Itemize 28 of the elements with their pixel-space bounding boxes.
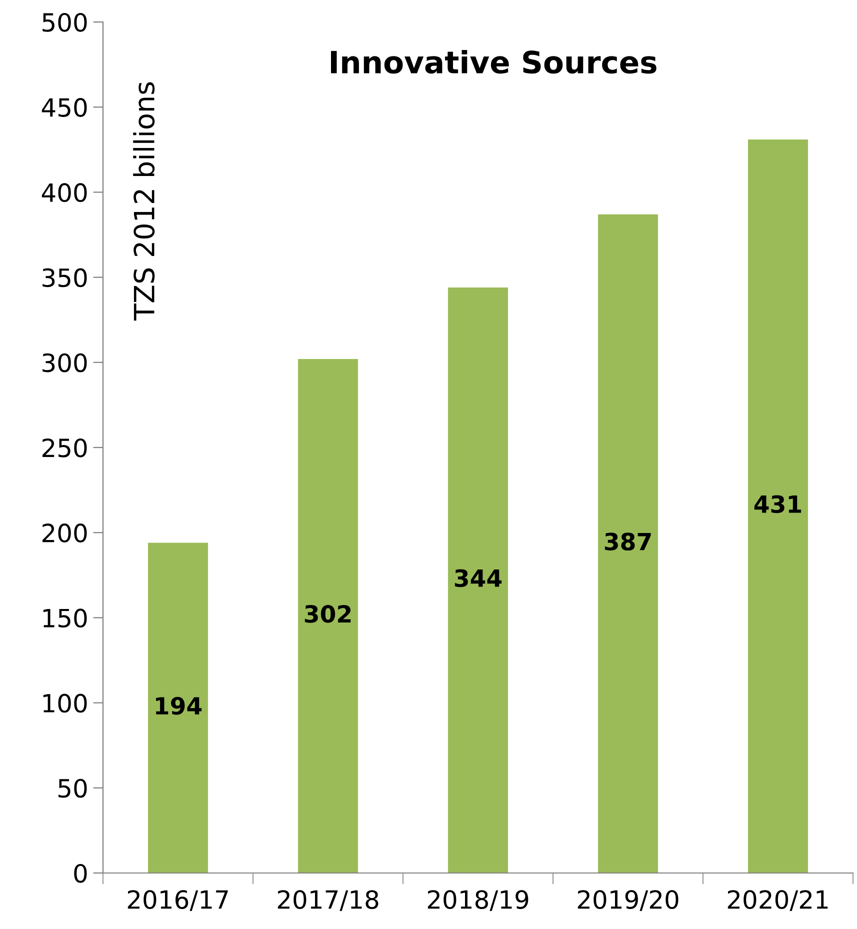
y-tick-label: 150: [43, 608, 87, 628]
x-tick-label: 2016/17: [128, 890, 228, 911]
y-tick-label: 400: [42, 183, 87, 202]
x-tick-label: 2018/19: [428, 890, 528, 911]
text: Innovative Sources: [331, 50, 656, 74]
data-label: 194: [156, 696, 202, 715]
y-tick-label: 350: [42, 268, 87, 288]
y-axis-title: TZS 2012 billions: [133, 82, 155, 321]
bar: [598, 214, 658, 873]
bar: [148, 542, 208, 873]
data-label: 344: [454, 569, 502, 588]
x-tick-label: 2020/21: [728, 890, 828, 911]
bar: [298, 358, 358, 873]
data-label: 302: [304, 604, 351, 623]
y-tick-label: 500: [42, 12, 87, 32]
y-tick-label: 450: [42, 98, 87, 117]
y-tick-label: 50: [58, 778, 87, 798]
x-tick-label: 2017/18: [278, 890, 378, 911]
y-tick-label: 200: [42, 524, 87, 542]
bar: [448, 288, 508, 873]
x-tick-label: 2019/20: [578, 890, 678, 911]
data-label: 431: [754, 495, 802, 514]
y-tick-label: 250: [42, 438, 87, 458]
bar: [748, 139, 808, 873]
y-tick-label: 100: [43, 694, 87, 713]
y-tick-label: 300: [42, 353, 87, 372]
y-tick-label: 0: [74, 864, 87, 883]
data-label: 387: [604, 532, 651, 551]
